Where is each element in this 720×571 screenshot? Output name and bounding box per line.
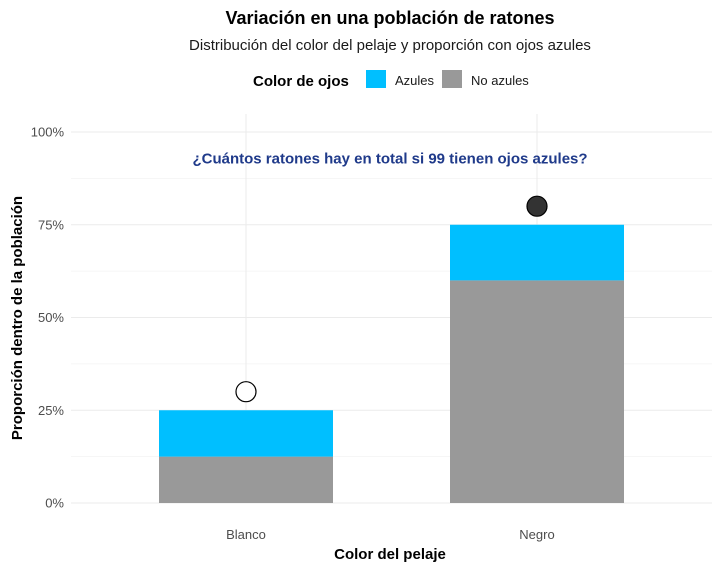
x-tick-label: Negro: [519, 527, 554, 542]
legend-swatch-azules: [366, 70, 386, 88]
bar-negro-no-azules: [450, 280, 624, 503]
chart-title: Variación en una población de ratones: [225, 8, 554, 28]
bars: [159, 224, 624, 503]
y-tick-label: 25%: [38, 403, 64, 418]
y-tick-label: 100%: [31, 125, 65, 140]
y-tick-label: 75%: [38, 217, 64, 232]
x-axis-title: Color del pelaje: [334, 546, 446, 563]
chart-subtitle: Distribución del color del pelaje y prop…: [189, 37, 591, 54]
legend: Color de ojos Azules No azules: [253, 70, 529, 90]
legend-label-no-azules: No azules: [471, 73, 529, 88]
bar-blanco-azules: [159, 410, 333, 457]
marker-point-negro: [526, 195, 548, 217]
y-tick-label: 0%: [45, 496, 64, 511]
bar-negro-azules: [450, 224, 624, 281]
x-axis-ticks: Blanco Negro: [226, 527, 555, 542]
legend-title: Color de ojos: [253, 73, 349, 90]
legend-swatch-no-azules: [442, 70, 462, 88]
legend-label-azules: Azules: [395, 73, 435, 88]
x-tick-label: Blanco: [226, 527, 266, 542]
y-axis-ticks: 0% 25% 50% 75% 100%: [31, 125, 65, 511]
y-tick-label: 50%: [38, 310, 64, 325]
chart-annotation: ¿Cuántos ratones hay en total si 99 tien…: [192, 151, 587, 168]
markers: [235, 195, 548, 403]
y-axis-title: Proporción dentro de la población: [9, 196, 26, 440]
bar-blanco-no-azules: [159, 456, 333, 503]
marker-point-blanco: [235, 381, 257, 403]
